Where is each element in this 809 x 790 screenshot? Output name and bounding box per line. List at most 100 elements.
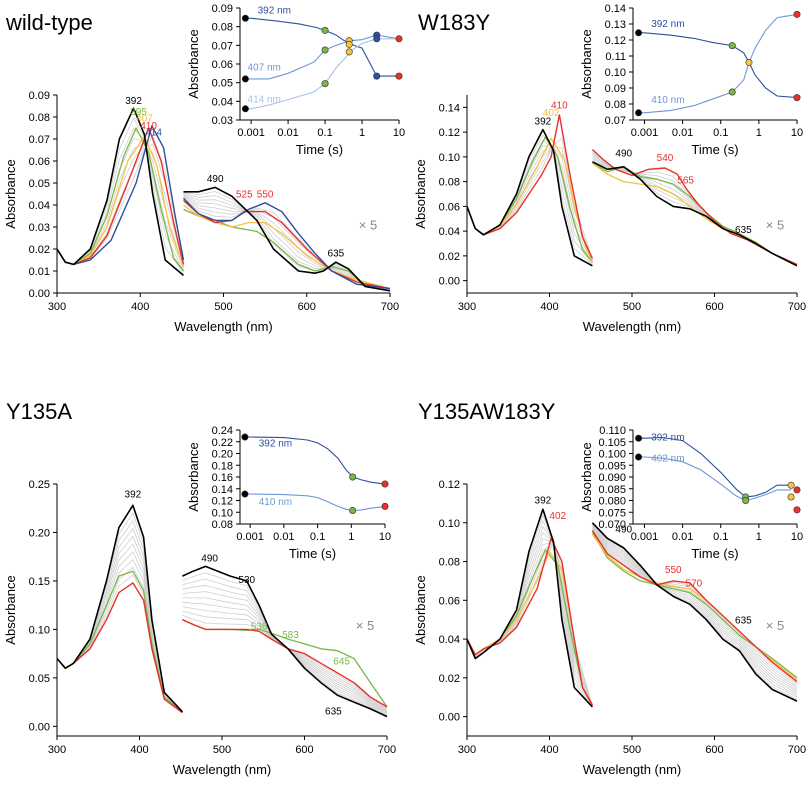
y-tick-label: 0.04 <box>439 226 460 238</box>
inset-x-tick-label: 10 <box>791 127 803 139</box>
inset-y-tick-label: 0.08 <box>605 99 626 111</box>
panel-title: W183Y <box>418 10 490 35</box>
intermediate-trace <box>183 197 391 290</box>
inset-y-axis-title: Absorbance <box>579 442 594 511</box>
y-tick-label: 0.14 <box>439 102 460 114</box>
peak-label: 550 <box>665 565 682 576</box>
inset-marker <box>793 486 801 494</box>
panel-title: Y135A <box>6 399 72 424</box>
inset-y-axis-title: Absorbance <box>186 442 201 511</box>
peak-label: 392 <box>125 96 142 107</box>
inset-y-tick-label: 0.07 <box>212 40 233 52</box>
inset-marker <box>728 88 736 96</box>
peak-label: 536 <box>251 621 268 632</box>
inset-y-tick-label: 0.13 <box>605 19 626 31</box>
x-tick-label: 300 <box>48 744 66 756</box>
intermediate-trace <box>592 523 798 700</box>
series-red-line <box>591 148 798 266</box>
inset-marker <box>728 42 736 50</box>
inset-marker <box>321 80 329 88</box>
y-tick-label: 0.06 <box>439 201 460 213</box>
y-tick-label: 0.08 <box>439 557 460 569</box>
intermediate-trace <box>56 512 183 713</box>
inset-marker <box>349 473 357 481</box>
y-axis-title: Absorbance <box>413 159 428 228</box>
inset-trace-label: 392 nm <box>258 6 291 17</box>
peak-label: 402 <box>543 108 560 119</box>
y-tick-label: 0.10 <box>439 518 460 530</box>
series-black-line <box>466 128 593 267</box>
peak-label: 395 <box>130 107 147 118</box>
inset-y-tick-label: 0.10 <box>605 67 626 79</box>
inset-y-tick-label: 0.110 <box>599 425 626 437</box>
inset-y-tick-label: 0.07 <box>605 115 626 127</box>
intermediate-trace <box>592 524 798 698</box>
inset-y-tick-label: 0.08 <box>212 22 233 34</box>
inset-y-tick-label: 0.080 <box>598 496 626 508</box>
x-tick-label: 700 <box>381 301 399 313</box>
inset-marker <box>793 506 801 514</box>
x-axis-title: Wavelength (nm) <box>173 762 272 777</box>
inset-y-tick-label: 0.085 <box>598 484 626 496</box>
peak-label: 635 <box>735 616 752 627</box>
inset-x-tick-label: 1 <box>359 127 365 139</box>
inset-trace-line <box>245 17 399 77</box>
inset-y-tick-label: 0.04 <box>212 96 233 108</box>
inset-trace-label: 392 nm <box>259 438 292 449</box>
peak-label: 402 <box>549 511 566 522</box>
y-tick-label: 0.05 <box>29 673 50 685</box>
inset-x-tick-label: 0.001 <box>631 127 659 139</box>
intermediate-trace <box>592 528 798 686</box>
inset-trace-label: 392 nm <box>651 433 684 444</box>
peak-label: 525 <box>236 189 253 200</box>
peak-label: 392 <box>125 490 142 501</box>
inset-marker <box>241 433 249 441</box>
inset-x-tick-label: 10 <box>791 531 803 543</box>
inset-y-tick-label: 0.18 <box>212 460 233 472</box>
y-tick-label: 0.01 <box>29 266 50 278</box>
x-axis-title: Wavelength (nm) <box>174 319 273 334</box>
intermediate-trace <box>183 191 391 291</box>
inset-y-tick-label: 0.12 <box>605 35 626 47</box>
inset-marker <box>381 502 389 510</box>
y-tick-label: 0.08 <box>439 177 460 189</box>
inset-y-tick-label: 0.105 <box>598 437 626 449</box>
series-black-line <box>183 186 391 292</box>
inset-trace-line <box>244 493 386 512</box>
inset-marker <box>635 109 643 117</box>
x-tick-label: 300 <box>48 301 66 313</box>
inset-x-tick-label: 0.001 <box>236 531 264 543</box>
inset-y-tick-label: 0.10 <box>212 507 233 519</box>
panel-title: wild-type <box>5 10 93 35</box>
inset-trace-line <box>638 13 798 114</box>
inset-x-tick-label: 1 <box>756 531 762 543</box>
inset-marker <box>787 493 795 501</box>
inset-y-tick-label: 0.11 <box>605 51 626 63</box>
y-tick-label: 0.03 <box>29 222 50 234</box>
x-axis-title: Wavelength (nm) <box>583 762 682 777</box>
inset-x-tick-label: 1 <box>756 127 762 139</box>
x-tick-label: 700 <box>788 301 806 313</box>
inset-y-tick-label: 0.08 <box>212 519 233 531</box>
inset-marker <box>321 26 329 34</box>
inset-trace-line <box>638 32 798 99</box>
panel-y135aw183y: Y135AW183Y 300 400 500 600 700 0.00 0.02 0.04 0.0… <box>413 399 806 777</box>
series-black-line <box>182 565 388 718</box>
inset-y-tick-label: 0.070 <box>598 519 626 531</box>
inset-x-axis-title: Time (s) <box>289 546 336 561</box>
inset-y-tick-label: 0.090 <box>598 472 626 484</box>
inset-y-axis-title: Absorbance <box>186 29 201 98</box>
series-black-line <box>591 522 798 702</box>
peak-label: 570 <box>686 579 703 590</box>
intermediate-trace <box>592 529 798 685</box>
y-tick-label: 0.10 <box>439 152 460 164</box>
inset-trace-label: 407 nm <box>248 63 281 74</box>
inset-trace-line <box>244 436 386 485</box>
peak-label: 635 <box>328 249 345 260</box>
inset-y-tick-label: 0.06 <box>212 59 233 71</box>
intermediate-trace <box>183 193 391 291</box>
panel-wild-type: wild-type 300 400 500 600 700 0.00 0.01 0.02 0.03… <box>3 3 405 334</box>
y-tick-label: 0.00 <box>439 276 460 288</box>
y-tick-label: 0.08 <box>29 112 50 124</box>
inset-y-tick-label: 0.14 <box>212 484 233 496</box>
